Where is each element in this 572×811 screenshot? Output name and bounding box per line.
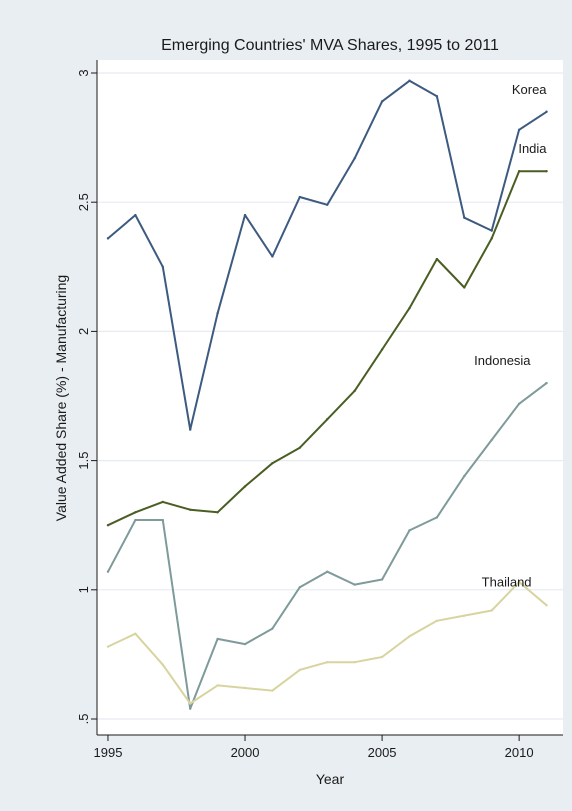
data-point-thailand [243,686,247,690]
y-axis-label: Value Added Share (%) - Manufacturing [53,275,69,521]
data-point-indonesia [490,438,493,442]
data-point-korea [243,213,247,217]
data-point-india [463,286,466,289]
data-point-indonesia [463,474,466,478]
x-axis-label: Year [316,771,345,787]
data-point-thailand [216,684,219,687]
data-point-india [271,461,274,465]
data-point-korea [298,195,302,199]
data-point-india [435,257,439,261]
y-tick-label: 1.5 [76,452,91,470]
x-tick-label: 2000 [231,745,260,760]
data-point-thailand [490,609,493,612]
series-label-thailand: Thailand [482,574,532,589]
series-label-india: India [518,141,547,156]
data-point-india [189,508,192,511]
data-point-india [216,511,219,514]
data-point-korea [134,213,137,217]
data-point-indonesia [243,642,247,646]
data-point-indonesia [435,516,439,519]
y-tick-label: 1 [76,586,91,593]
y-tick-label: 3 [76,69,91,76]
data-point-india [545,169,548,173]
data-point-thailand [463,614,466,617]
data-point-india [490,237,493,240]
series-label-korea: Korea [512,82,547,97]
data-point-thailand [408,635,411,638]
y-tick-label: .5 [76,714,91,725]
data-point-indonesia [353,583,356,586]
data-point-korea [517,128,521,132]
data-point-korea [216,312,219,315]
data-point-thailand [271,689,274,692]
data-point-korea [435,95,439,98]
data-point-india [380,348,384,351]
data-point-thailand [517,580,521,584]
data-point-thailand [189,702,192,705]
data-point-india [326,418,329,421]
data-point-korea [353,157,356,160]
data-point-indonesia [216,637,219,641]
data-point-korea [490,229,493,232]
data-point-thailand [298,668,302,672]
data-point-indonesia [298,586,302,589]
data-point-thailand [353,660,356,664]
data-point-korea [161,265,164,268]
data-point-korea [380,100,384,103]
data-point-indonesia [545,381,548,385]
data-point-india [106,524,110,527]
data-point-thailand [380,655,384,659]
data-point-thailand [161,663,164,666]
data-point-korea [545,110,548,113]
x-tick-label: 1995 [94,745,123,760]
x-tick-label: 2010 [505,745,534,760]
data-point-korea [463,216,466,219]
plot-area [97,60,563,735]
series-labels: Korea India Indonesia Thailand [474,82,547,590]
data-point-indonesia [326,570,329,573]
y-tick-label: 2.5 [76,193,91,211]
data-point-korea [189,428,192,431]
data-point-india [353,389,356,393]
data-point-thailand [435,619,439,623]
data-point-india [243,485,247,488]
series-lines [106,79,548,710]
chart-title: Emerging Countries' MVA Shares, 1995 to … [161,37,499,54]
data-point-indonesia [189,707,192,710]
y-tick-label: 2 [76,328,91,335]
data-point-india [134,511,137,514]
data-point-korea [326,203,329,206]
data-point-india [161,500,164,504]
data-point-indonesia [408,529,411,532]
data-point-thailand [134,632,137,635]
data-point-india [298,446,302,449]
data-point-indonesia [161,518,164,522]
x-tick-label: 2005 [368,745,397,760]
data-point-indonesia [271,627,274,630]
data-point-india [408,306,411,310]
data-point-thailand [326,660,329,664]
axes: .5 1 1.5 2 2.5 3 1995 2000 2005 2010 [76,60,563,760]
data-point-korea [106,237,110,240]
data-point-indonesia [134,518,137,522]
series-label-indonesia: Indonesia [474,353,531,368]
data-point-indonesia [106,570,110,573]
data-point-indonesia [517,402,521,405]
data-point-thailand [106,645,110,648]
data-point-indonesia [380,578,384,581]
data-point-thailand [545,604,548,607]
data-point-india [517,169,521,173]
data-point-korea [271,255,274,258]
data-point-korea [408,79,411,82]
